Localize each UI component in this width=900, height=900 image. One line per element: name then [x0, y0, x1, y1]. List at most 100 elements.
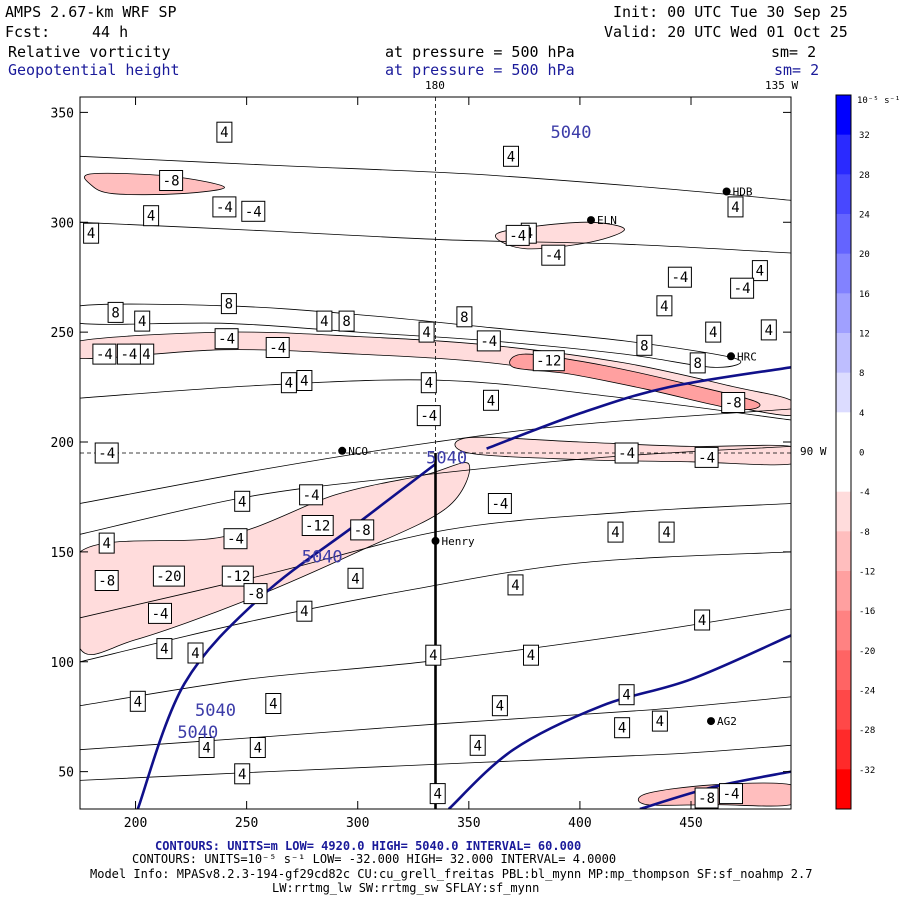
- vorticity-contour-label: 4: [698, 613, 706, 629]
- vorticity-label-box: [265, 337, 290, 358]
- vorticity-label-box: [159, 170, 184, 191]
- colorbar-swatch: [836, 253, 851, 294]
- colorbar-tick-label: 32: [859, 131, 870, 141]
- vorticity-label-box: [491, 695, 508, 717]
- vorticity-label-box: [83, 222, 100, 244]
- vorticity-label-box: [541, 244, 566, 266]
- vorticity-contour-label: 4: [422, 325, 430, 341]
- station-label: Henry: [442, 535, 475, 548]
- station-marker: [707, 717, 715, 726]
- vorticity-contour-line: [80, 379, 791, 421]
- vorticity-label-box: [503, 145, 519, 167]
- vorticity-label-box: [507, 574, 524, 596]
- x-tick-label: 200: [124, 816, 147, 831]
- vorticity-label-box: [220, 293, 237, 315]
- vorticity-height-chart: 44-84-4-444-4-444-4-44488448844-4-4-4-4-…: [51, 94, 900, 831]
- forecast-hour: 44 h: [92, 23, 129, 41]
- vorticity-contour-label: 4: [300, 604, 308, 620]
- vorticity-label-box: [694, 787, 719, 809]
- vorticity-contour-label: -4: [227, 532, 244, 548]
- colorbar-tick-label: 4: [859, 409, 864, 419]
- vorticity-contour-label: -4: [734, 281, 751, 297]
- vorticity-contour-label: -12: [225, 569, 250, 585]
- vorticity-label-box: [212, 196, 237, 218]
- vorticity-label-box: [429, 783, 446, 805]
- vorticity-contour-label: 4: [765, 323, 773, 339]
- colorbar-swatch: [836, 214, 851, 255]
- colorbar-swatch: [836, 531, 851, 572]
- colorbar-tick-label: -16: [859, 607, 875, 617]
- vorticity-contour-label: -4: [618, 446, 635, 462]
- vorticity-label-box: [116, 343, 141, 365]
- field2-name: Geopotential height: [8, 61, 180, 79]
- vorticity-label-box: [476, 330, 501, 352]
- vorticity-label-box: [532, 350, 565, 372]
- vorticity-contour-label: -4: [96, 347, 113, 363]
- vorticity-contour-label: -4: [269, 341, 286, 357]
- vorticity-label-box: [296, 600, 313, 622]
- vorticity-contour-label: -8: [163, 174, 180, 190]
- vorticity-label-box: [727, 196, 744, 218]
- height-contour-label: 5040: [302, 547, 343, 567]
- colorbar-tick-label: -12: [859, 568, 875, 578]
- height-contour-line: [639, 770, 791, 809]
- vorticity-contour-label: 4: [618, 721, 626, 737]
- x-tick-label: 250: [235, 816, 258, 831]
- x-tick-label: 350: [457, 816, 480, 831]
- x-tick-label: 300: [346, 816, 369, 831]
- vorticity-contour-label: 4: [238, 494, 246, 510]
- vorticity-label-box: [143, 205, 160, 227]
- station-marker: [587, 216, 595, 225]
- vorticity-contour-label: 4: [429, 648, 437, 664]
- colorbar-swatch: [836, 690, 851, 731]
- vorticity-label-box: [614, 717, 631, 739]
- vorticity-contour-label: -4: [698, 450, 715, 466]
- vorticity-contour-label: -4: [509, 228, 526, 244]
- vorticity-label-box: [347, 567, 364, 589]
- init-time: Init: 00 UTC Tue 30 Sep 25: [613, 3, 848, 21]
- vorticity-contour-label: 4: [300, 374, 308, 390]
- station-label: ELN: [597, 214, 617, 227]
- vorticity-contour-label: -4: [120, 347, 137, 363]
- vorticity-label-box: [148, 602, 172, 624]
- vorticity-label-box: [241, 200, 266, 222]
- vorticity-label-box: [483, 389, 499, 411]
- y-tick-label: 50: [58, 766, 74, 781]
- vorticity-label-box: [94, 570, 119, 591]
- model-info: Model Info: MPASv8.2.3-194-gf29cd82c CU:…: [90, 867, 813, 881]
- vorticity-contour-label: -4: [216, 200, 233, 216]
- vorticity-label-box: [134, 310, 151, 332]
- colorbar-swatch: [836, 610, 851, 651]
- y-tick-label: 100: [51, 656, 74, 671]
- field1-name: Relative vorticity: [8, 43, 171, 61]
- height-contour-info: CONTOURS: UNITS=m LOW= 4920.0 HIGH= 5040…: [155, 839, 582, 853]
- vorticity-contour-label: -4: [480, 334, 497, 350]
- vorticity-contour-label: 4: [102, 536, 110, 552]
- vorticity-contour-label: -4: [723, 787, 740, 803]
- vorticity-contour-line: [80, 551, 791, 663]
- vorticity-contour-label: 4: [202, 741, 210, 757]
- vorticity-label-box: [156, 638, 173, 660]
- vorticity-contour-label: -8: [725, 396, 742, 412]
- height-contour-label: 5040: [426, 448, 467, 468]
- vorticity-label-box: [730, 277, 755, 299]
- vorticity-label-box: [667, 266, 692, 288]
- vorticity-contour-label: -8: [247, 587, 264, 603]
- vorticity-contour-label: 4: [473, 738, 481, 754]
- vorticity-contour-label: 4: [191, 646, 199, 662]
- vorticity-label-box: [719, 783, 743, 805]
- vorticity-contour-line: [80, 503, 791, 619]
- vorticity-contour-label: -4: [218, 332, 235, 348]
- vorticity-contour-label: 4: [220, 125, 228, 141]
- vorticity-contour-label: 4: [660, 299, 668, 315]
- vorticity-contour-line: [80, 221, 791, 254]
- colorbar-swatch: [836, 174, 851, 215]
- vorticity-contour-label: 4: [147, 209, 155, 225]
- vorticity-label-box: [618, 684, 635, 706]
- colorbar-tick-label: -28: [859, 726, 875, 736]
- vorticity-contour-line: [80, 744, 791, 781]
- vorticity-label-box: [694, 609, 711, 631]
- vorticity-label-box: [614, 442, 639, 464]
- vorticity-label-box: [187, 642, 204, 664]
- field1-smoothing: sm= 2: [771, 43, 817, 61]
